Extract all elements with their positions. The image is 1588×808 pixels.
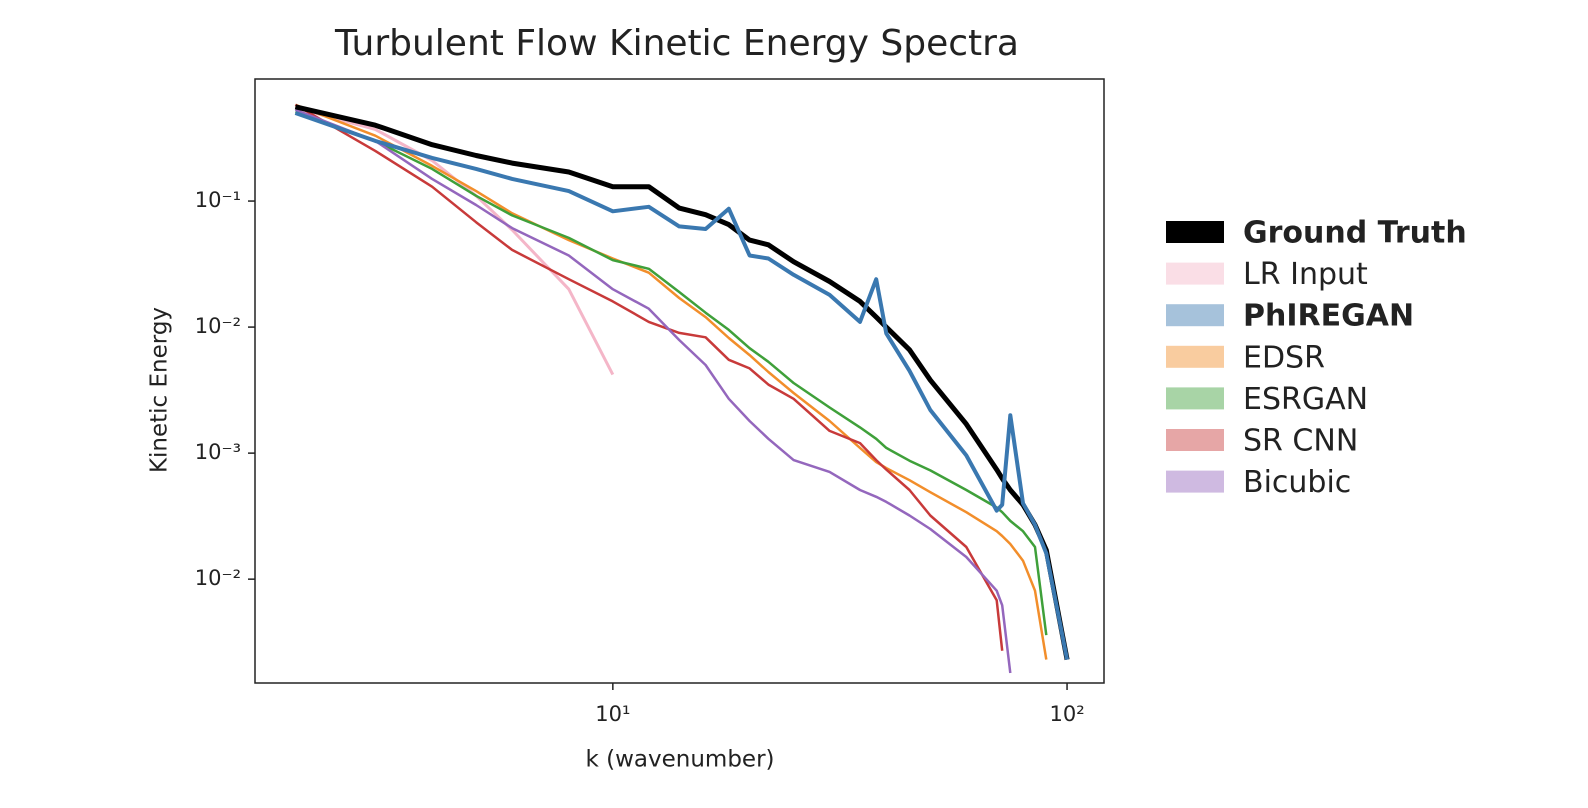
legend-swatch bbox=[1166, 387, 1224, 410]
series-line bbox=[294, 111, 1070, 660]
legend-swatch bbox=[1166, 304, 1224, 327]
plot-frame bbox=[254, 78, 1105, 684]
series-line bbox=[294, 103, 1004, 651]
legend-label: EDSR bbox=[1243, 340, 1325, 375]
x-axis-label: k (wavenumber) bbox=[585, 747, 774, 773]
series-line bbox=[294, 108, 1012, 674]
y-tick-label: 10⁻² bbox=[195, 314, 241, 338]
chart-title: Turbulent Flow Kinetic Energy Spectra bbox=[334, 23, 1019, 64]
x-tick-label: 10² bbox=[1049, 702, 1084, 726]
y-tick-label: 10⁻¹ bbox=[195, 188, 241, 212]
legend-swatch bbox=[1166, 345, 1224, 368]
legend-label: Bicubic bbox=[1243, 465, 1351, 500]
legend-label: ESRGAN bbox=[1243, 382, 1368, 417]
legend-label: PhIREGAN bbox=[1243, 299, 1414, 334]
series-line bbox=[294, 104, 1070, 661]
legend-swatch bbox=[1166, 470, 1224, 493]
y-tick-label: 10⁻³ bbox=[195, 440, 241, 464]
y-tick-label: 10⁻² bbox=[195, 566, 241, 590]
legend-label: LR Input bbox=[1243, 257, 1368, 292]
legend-label: SR CNN bbox=[1243, 424, 1358, 459]
legend-swatch bbox=[1166, 221, 1224, 243]
series-line bbox=[294, 110, 1048, 636]
x-tick-label: 10¹ bbox=[595, 702, 630, 726]
legend-swatch bbox=[1166, 429, 1224, 451]
legend-label: Ground Truth bbox=[1243, 216, 1467, 251]
y-axis-label: Kinetic Energy bbox=[147, 307, 173, 473]
legend-swatch bbox=[1166, 262, 1224, 285]
